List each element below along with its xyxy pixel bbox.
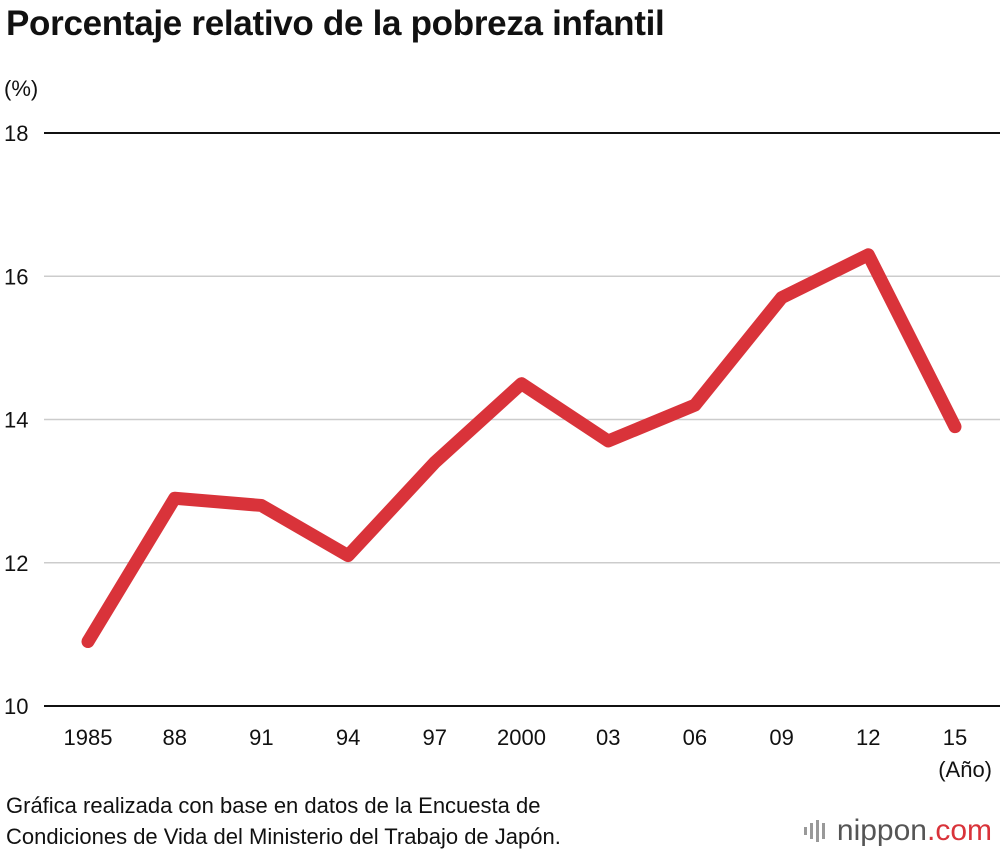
x-tick-label: 2000: [497, 725, 546, 750]
x-tick-labels: 1985 88 91 94 97 2000 03 06 09 12 15: [64, 725, 968, 750]
x-tick-label: 1985: [64, 725, 113, 750]
source-line-2: Condiciones de Vida del Ministerio del T…: [6, 824, 561, 849]
x-tick-label: 12: [856, 725, 880, 750]
y-tick-label: 14: [4, 408, 28, 433]
line-chart: 10 12 14 16 18 1985 88 91 94 97 2000 03 06 09 12 15: [4, 121, 1000, 750]
y-tick-label: 16: [4, 264, 28, 289]
logo-name: nippon: [836, 814, 927, 847]
x-tick-label: 88: [162, 725, 186, 750]
chart-title: Porcentaje relativo de la pobreza infant…: [6, 4, 665, 43]
x-tick-label: 06: [683, 725, 707, 750]
y-tick-labels: 10 12 14 16 18: [4, 121, 28, 719]
y-tick-label: 18: [4, 121, 28, 146]
series-line: [81, 248, 962, 649]
logo-bars-icon: [803, 820, 825, 842]
source-note: Gráfica realizada con base en datos de l…: [6, 790, 561, 852]
x-tick-label: 15: [943, 725, 967, 750]
y-tick-label: 10: [4, 694, 28, 719]
grid-lines: [44, 132, 1000, 707]
nippon-logo: nippon .com: [803, 814, 992, 848]
logo-suffix: .com: [926, 814, 992, 847]
y-tick-label: 12: [4, 551, 28, 576]
x-tick-label: 09: [769, 725, 793, 750]
series-layer: [81, 248, 962, 649]
x-axis-unit: (Año): [938, 757, 992, 782]
source-line-1: Gráfica realizada con base en datos de l…: [6, 793, 541, 818]
x-tick-label: 91: [249, 725, 273, 750]
y-axis-unit: (%): [4, 76, 39, 101]
x-tick-label: 03: [596, 725, 620, 750]
x-tick-label: 94: [336, 725, 360, 750]
x-tick-label: 97: [423, 725, 447, 750]
